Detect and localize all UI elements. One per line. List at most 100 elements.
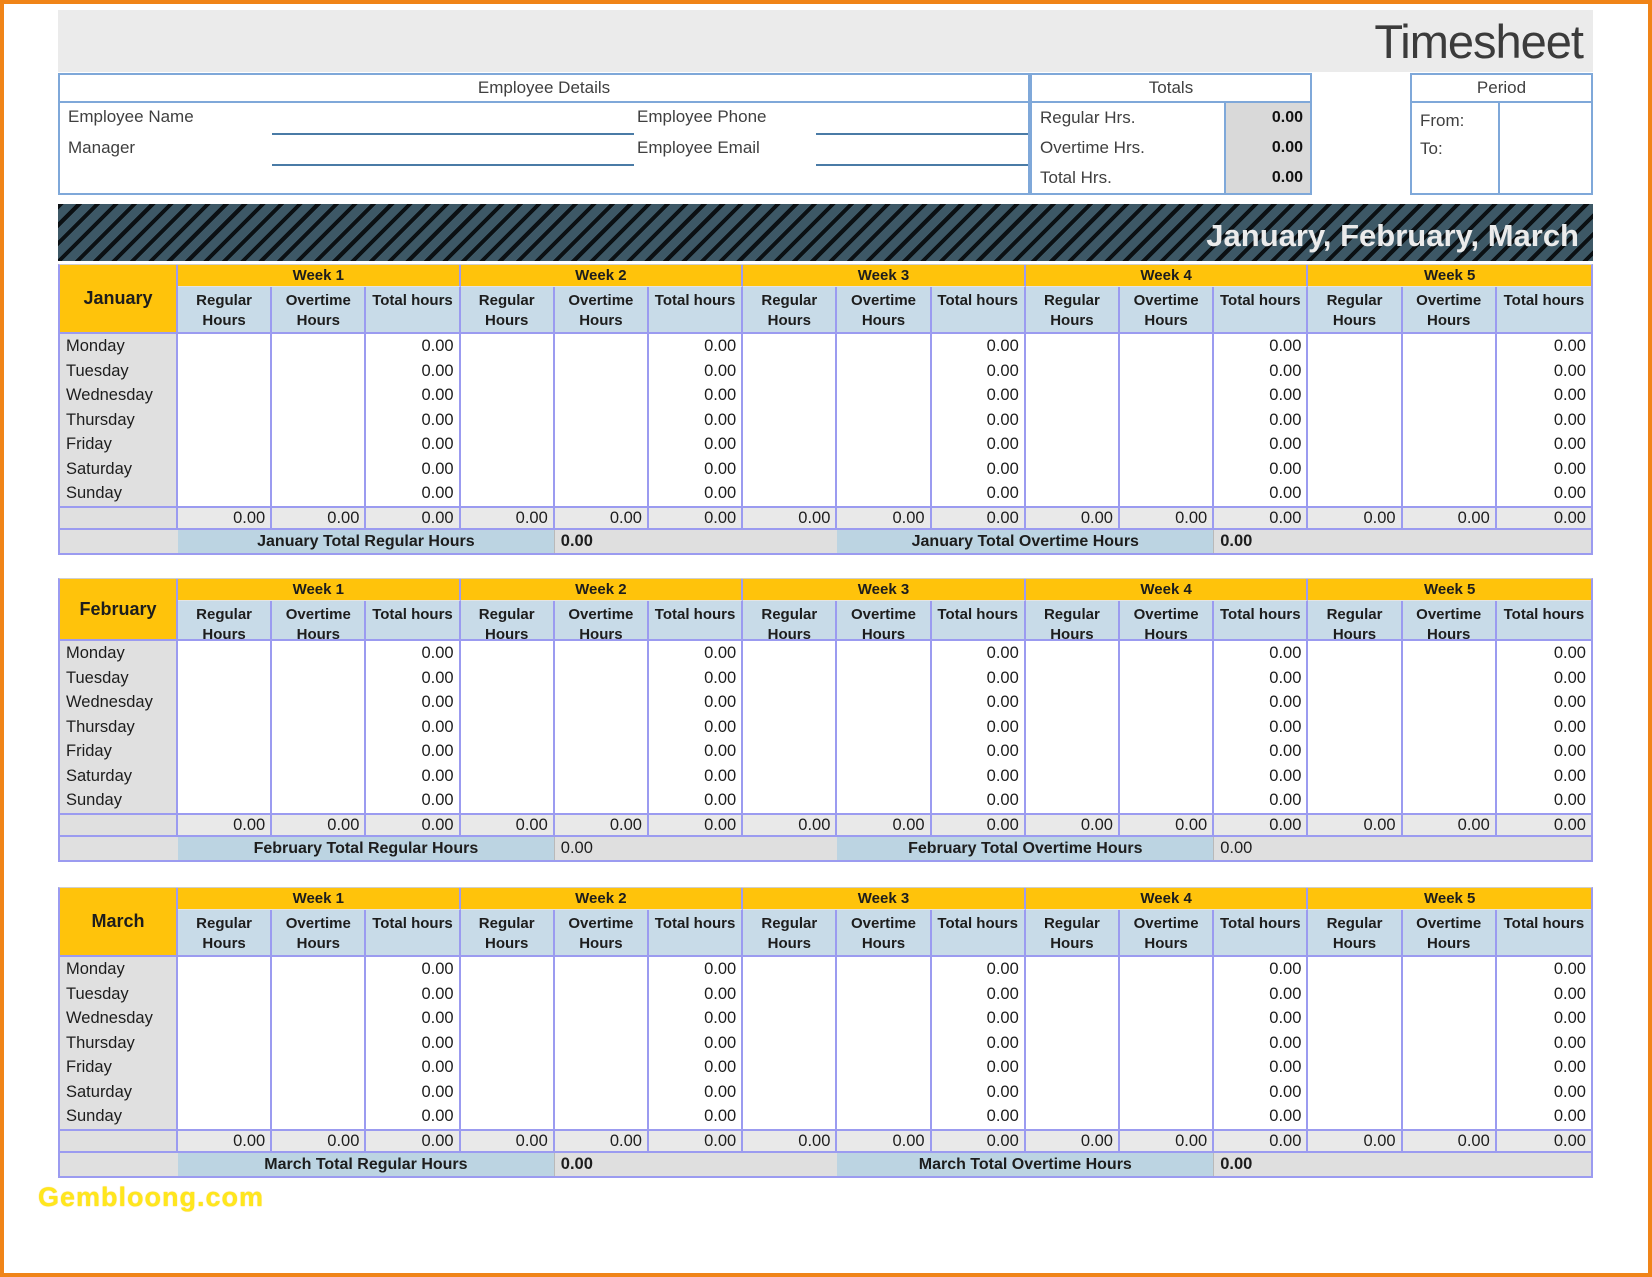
day-total-value: 0.00 <box>986 1033 1019 1052</box>
day-total-value: 0.00 <box>986 717 1019 736</box>
day-total-column: 0.00 0.00 0.00 0.00 0.00 0.00 0.00 <box>1497 641 1591 813</box>
overtime-hours-entry-column[interactable] <box>1120 957 1215 1129</box>
overtime-hours-entry-column[interactable] <box>555 641 649 813</box>
week-total-value: 0.00 <box>1025 1129 1120 1153</box>
week-total-value: 0.00 <box>931 813 1026 837</box>
manager-field[interactable] <box>272 164 634 166</box>
period-labels: From: To: <box>1412 103 1500 193</box>
day-total-value: 0.00 <box>1269 742 1302 760</box>
regular-hours-entry-column[interactable] <box>743 957 838 1129</box>
month-total-regular-label: March Total Regular Hours <box>178 1153 555 1176</box>
column-header-regular-hours: Regular Hours <box>460 910 555 957</box>
watermark: Gembloong.com <box>38 1182 265 1212</box>
period-value-cell[interactable] <box>1502 103 1591 193</box>
overtime-hours-entry-column[interactable] <box>1120 641 1215 813</box>
regular-hours-entry-column[interactable] <box>743 641 838 813</box>
column-header-overtime-hours: Overtime Hours <box>272 287 367 334</box>
employee-phone-field[interactable] <box>816 133 1028 135</box>
overtime-hours-entry-column[interactable] <box>1120 334 1215 506</box>
day-label-tuesday: Tuesday <box>66 668 129 687</box>
regular-hours-entry-column[interactable] <box>461 957 555 1129</box>
week-total-value: 0.00 <box>1119 813 1215 837</box>
quarter-banner: January, February, March <box>58 204 1593 261</box>
day-label-saturday: Saturday <box>66 459 133 478</box>
overtime-hours-entry-column[interactable] <box>837 334 932 506</box>
week-header-4: Week 4 <box>1025 888 1309 910</box>
column-header-total-hours: Total hours <box>648 287 744 334</box>
day-total-value: 0.00 <box>1553 410 1586 429</box>
regular-hours-entry-column[interactable] <box>178 334 273 506</box>
day-label-monday: Monday <box>66 337 125 355</box>
day-total-value: 0.00 <box>986 693 1019 711</box>
day-total-value: 0.00 <box>1269 668 1302 687</box>
day-total-value: 0.00 <box>1269 766 1302 785</box>
overtime-hours-entry-column[interactable] <box>837 957 932 1129</box>
regular-hours-entry-column[interactable] <box>743 334 838 506</box>
overtime-hours-entry-column[interactable] <box>1403 957 1497 1129</box>
day-total-value: 0.00 <box>1269 644 1302 662</box>
regular-hours-entry-column[interactable] <box>461 334 555 506</box>
month-total-regular-label: February Total Regular Hours <box>178 837 555 860</box>
day-label-saturday: Saturday <box>66 1082 133 1101</box>
month-table-february: February Week 1 Week 2 Week 3 Week 4 Week 5 Re… <box>58 578 1593 862</box>
overtime-hours-entry-column[interactable] <box>272 641 367 813</box>
day-total-value: 0.00 <box>1553 1082 1586 1101</box>
day-total-value: 0.00 <box>421 644 454 662</box>
day-total-value: 0.00 <box>1269 1082 1302 1101</box>
month-name-february: February <box>60 579 178 641</box>
column-header-total-hours: Total hours <box>1214 287 1309 334</box>
regular-hours-entry-column[interactable] <box>1026 957 1120 1129</box>
day-total-value: 0.00 <box>1553 644 1586 662</box>
period-header: Period <box>1412 75 1591 103</box>
week-total-value: 0.00 <box>366 506 461 530</box>
week-total-value: 0.00 <box>178 813 273 837</box>
period-to-value[interactable] <box>1502 137 1591 171</box>
overtime-hours-entry-column[interactable] <box>1403 334 1497 506</box>
column-header-regular-hours: Regular Hours <box>1025 287 1120 334</box>
regular-hours-entry-column[interactable] <box>1308 957 1403 1129</box>
regular-hours-entry-column[interactable] <box>178 957 273 1129</box>
day-total-value: 0.00 <box>421 984 454 1003</box>
regular-hours-entry-column[interactable] <box>1308 641 1403 813</box>
employee-email-field[interactable] <box>816 164 1028 166</box>
regular-hours-entry-column[interactable] <box>178 641 273 813</box>
day-total-value: 0.00 <box>986 337 1019 355</box>
employee-name-field[interactable] <box>272 133 634 135</box>
overtime-hours-entry-column[interactable] <box>555 957 649 1129</box>
day-label-tuesday: Tuesday <box>66 984 129 1003</box>
column-header-overtime-hours: Overtime Hours <box>272 910 367 957</box>
day-total-column: 0.00 0.00 0.00 0.00 0.00 0.00 0.00 <box>1497 957 1591 1129</box>
regular-hours-entry-column[interactable] <box>1308 334 1403 506</box>
day-total-value: 0.00 <box>1553 1009 1586 1027</box>
week-header-4: Week 4 <box>1025 265 1309 287</box>
week-total-value: 0.00 <box>1402 813 1497 837</box>
manager-label: Manager <box>68 138 136 157</box>
day-total-value: 0.00 <box>704 1082 737 1101</box>
week-total-value: 0.00 <box>1402 506 1497 530</box>
day-total-value: 0.00 <box>704 742 737 760</box>
day-total-value: 0.00 <box>704 459 737 478</box>
day-total-column: 0.00 0.00 0.00 0.00 0.00 0.00 0.00 <box>649 957 744 1129</box>
week-total-value: 0.00 <box>1214 813 1309 837</box>
overtime-hours-entry-column[interactable] <box>555 334 649 506</box>
employee-email-label: Employee Email <box>637 138 760 157</box>
day-total-column: 0.00 0.00 0.00 0.00 0.00 0.00 0.00 <box>1214 641 1309 813</box>
regular-hours-entry-column[interactable] <box>461 641 555 813</box>
overtime-hours-entry-column[interactable] <box>837 641 932 813</box>
period-from-value[interactable] <box>1502 103 1591 137</box>
overtime-hours-entry-column[interactable] <box>1403 641 1497 813</box>
week-total-value: 0.00 <box>837 506 932 530</box>
month-total-regular-label: January Total Regular Hours <box>178 530 555 553</box>
regular-hours-entry-column[interactable] <box>1026 641 1120 813</box>
column-header-regular-hours: Regular Hours <box>1025 601 1120 641</box>
month-total-left-cell <box>60 1153 178 1176</box>
overtime-hours-entry-column[interactable] <box>272 334 367 506</box>
day-total-column: 0.00 0.00 0.00 0.00 0.00 0.00 0.00 <box>649 641 744 813</box>
week-header-2: Week 2 <box>460 579 744 601</box>
week-total-value: 0.00 <box>1308 506 1403 530</box>
regular-hours-entry-column[interactable] <box>1026 334 1120 506</box>
week-total-value: 0.00 <box>554 1129 649 1153</box>
week-header-4: Week 4 <box>1025 579 1309 601</box>
overtime-hours-entry-column[interactable] <box>272 957 367 1129</box>
day-total-value: 0.00 <box>1553 1033 1586 1052</box>
